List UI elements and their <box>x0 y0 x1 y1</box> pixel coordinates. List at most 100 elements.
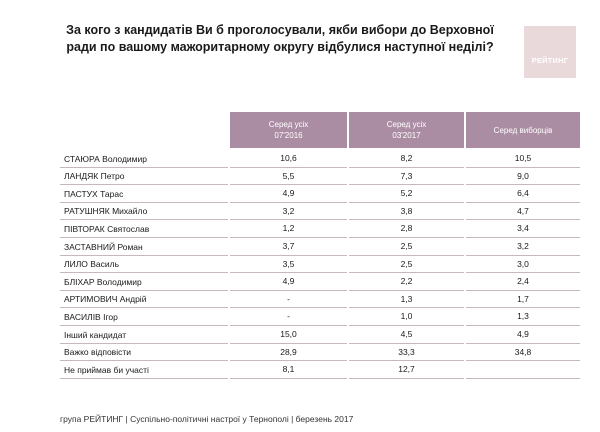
value-cell: 7,3 <box>400 170 413 181</box>
row-divider <box>230 289 347 291</box>
row-divider <box>230 201 347 203</box>
row-divider <box>60 166 228 168</box>
row-divider <box>60 289 228 291</box>
row-divider <box>349 272 464 274</box>
value-cell: 12,7 <box>398 364 415 375</box>
value-cell: 1,3 <box>400 293 413 304</box>
value-cell: 1,0 <box>400 311 413 322</box>
value-cell: 8,2 <box>400 153 413 163</box>
row-divider <box>349 201 464 203</box>
row-divider <box>466 237 580 238</box>
row-divider <box>230 254 347 256</box>
row-divider <box>230 360 347 362</box>
value-cell: 1,2 <box>282 223 295 234</box>
row-divider <box>466 272 580 274</box>
candidate-name: ЛАНДЯК Петро <box>64 171 125 182</box>
candidate-name: ПІВТОРАК Святослав <box>64 223 150 234</box>
row-divider <box>466 219 580 221</box>
value-cell: 1,7 <box>517 293 529 304</box>
candidate-name: ЗАСТАВНИЙ Роман <box>64 241 143 252</box>
row-divider <box>349 184 464 186</box>
row-divider <box>349 325 464 326</box>
value-cell <box>466 361 580 378</box>
table-row: ЛИЛО Василь 3,5 2,5 3,0 <box>60 256 580 273</box>
column-header-line1: Серед усіх <box>386 120 427 129</box>
row-divider <box>60 184 228 186</box>
row-divider <box>466 166 580 168</box>
value-cell: 15,0 <box>280 329 297 339</box>
table-row: АРТИМОВИЧ Андрій - 1,3 1,7 <box>60 291 580 308</box>
row-divider <box>230 325 347 326</box>
value-cell: 3,7 <box>282 241 295 251</box>
table-row: ЗАСТАВНИЙ Роман 3,7 2,5 3,2 <box>60 238 580 255</box>
value-cell: 3,2 <box>282 205 295 216</box>
value-cell: 33,3 <box>398 346 415 357</box>
column-header-2017: Серед усіх 03'2017 <box>349 112 464 148</box>
value-cell: 28,9 <box>280 346 297 357</box>
candidate-name: СТАЮРА Володимир <box>64 153 147 164</box>
row-divider <box>230 377 347 379</box>
column-header-2016: Серед усіх 07'2016 <box>230 112 347 148</box>
candidate-name: ЛИЛО Василь <box>64 259 120 270</box>
row-divider <box>349 377 464 379</box>
value-cell: 3,8 <box>400 205 413 216</box>
row-divider <box>60 201 228 203</box>
table-row: ПАСТУХ Тарас 4,9 5,2 6,4 <box>60 185 580 202</box>
table-row: ЛАНДЯК Петро 5,5 7,3 9,0 <box>60 168 580 185</box>
candidate-name: Важко відповісти <box>64 347 131 358</box>
row-divider <box>349 166 464 168</box>
row-divider <box>60 237 228 238</box>
value-cell: 4,5 <box>400 329 413 339</box>
value-cell: 8,1 <box>282 364 295 375</box>
row-divider <box>230 219 347 221</box>
table-row: СТАЮРА Володимир 10,6 8,2 10,5 <box>60 150 580 167</box>
table-row: ПІВТОРАК Святослав 1,2 2,8 3,4 <box>60 220 580 237</box>
value-cell: 2,8 <box>400 223 413 234</box>
candidate-name: РАТУШНЯК Михайло <box>64 206 148 217</box>
value-cell: 3,5 <box>282 258 295 269</box>
value-cell: 4,7 <box>517 205 529 216</box>
value-cell: 5,5 <box>282 170 295 181</box>
row-divider <box>466 289 580 291</box>
value-cell: 2,2 <box>400 276 413 287</box>
table-row: Важко відповісти 28,9 33,3 34,8 <box>60 344 580 361</box>
row-divider <box>466 254 580 256</box>
row-divider <box>349 254 464 256</box>
row-divider <box>466 377 580 379</box>
row-divider <box>466 184 580 186</box>
logo-text: РЕЙТИНГ <box>531 56 569 65</box>
value-cell: 9,0 <box>517 170 529 181</box>
candidate-name: Не приймав би участі <box>64 364 149 375</box>
row-divider <box>466 342 580 344</box>
row-divider <box>230 342 347 344</box>
value-cell: 4,9 <box>282 276 295 287</box>
row-divider <box>349 307 464 309</box>
row-divider <box>349 289 464 291</box>
column-header-line2: 03'2017 <box>392 131 421 140</box>
candidate-name: Інший кандидат <box>64 329 127 340</box>
value-cell: 1,3 <box>517 311 529 322</box>
value-cell: 34,8 <box>514 346 532 357</box>
value-cell: - <box>287 293 290 304</box>
row-divider <box>466 307 580 309</box>
row-divider <box>60 342 228 344</box>
row-divider <box>466 201 580 203</box>
row-divider <box>230 166 347 168</box>
row-divider <box>230 184 347 186</box>
table-row: РАТУШНЯК Михайло 3,2 3,8 4,7 <box>60 203 580 220</box>
footer: група РЕЙТИНГ | Суспільно-політичні наст… <box>60 414 354 424</box>
page-title: За кого з кандидатів Ви б проголосували,… <box>66 23 494 54</box>
column-header-line1: Серед усіх <box>268 120 309 129</box>
row-divider <box>230 307 347 309</box>
value-cell: 10,6 <box>280 153 297 163</box>
row-divider <box>60 219 228 221</box>
value-cell: 10,5 <box>514 153 532 163</box>
column-header-voters: Серед виборців <box>466 112 580 148</box>
table-row: ВАСИЛІВ Ігор - 1,0 1,3 <box>60 308 580 325</box>
value-cell: 5,2 <box>400 188 413 199</box>
row-divider <box>230 272 347 274</box>
value-cell: 2,4 <box>517 276 529 287</box>
row-divider <box>230 237 347 238</box>
row-divider <box>60 272 228 274</box>
row-divider <box>60 307 228 309</box>
